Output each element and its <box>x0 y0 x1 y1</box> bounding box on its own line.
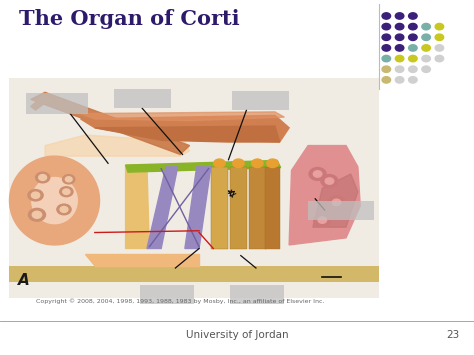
Text: A: A <box>18 273 30 288</box>
Polygon shape <box>126 165 149 248</box>
Circle shape <box>422 45 430 51</box>
Bar <box>9 78 379 298</box>
Polygon shape <box>126 160 281 172</box>
Circle shape <box>395 66 404 72</box>
Text: Copyright © 2008, 2004, 1998, 1993, 1988, 1983 by Mosby, Inc., an affiliate of E: Copyright © 2008, 2004, 1998, 1993, 1988… <box>36 298 324 304</box>
Text: 23: 23 <box>447 331 460 340</box>
Bar <box>211 167 228 248</box>
Circle shape <box>409 66 417 72</box>
Circle shape <box>409 13 417 19</box>
Circle shape <box>422 23 430 30</box>
Bar <box>308 201 374 220</box>
Circle shape <box>309 168 326 180</box>
Circle shape <box>395 55 404 62</box>
Circle shape <box>395 13 404 19</box>
Circle shape <box>422 55 430 62</box>
Circle shape <box>39 175 46 180</box>
Circle shape <box>382 77 391 83</box>
Circle shape <box>65 177 72 182</box>
Circle shape <box>435 34 444 40</box>
Text: The Organ of Corti: The Organ of Corti <box>19 9 239 29</box>
Polygon shape <box>31 92 190 154</box>
Circle shape <box>60 207 68 212</box>
Circle shape <box>318 217 327 223</box>
Polygon shape <box>147 167 178 248</box>
Bar <box>265 167 280 248</box>
Polygon shape <box>32 178 77 224</box>
Circle shape <box>382 55 391 62</box>
Circle shape <box>63 175 75 184</box>
Circle shape <box>325 178 334 184</box>
Bar <box>9 266 379 282</box>
Circle shape <box>395 77 404 83</box>
Circle shape <box>28 208 46 221</box>
Circle shape <box>409 45 417 51</box>
Polygon shape <box>81 112 284 121</box>
Circle shape <box>36 172 50 183</box>
Circle shape <box>328 196 345 209</box>
Circle shape <box>409 55 417 62</box>
Circle shape <box>422 34 430 40</box>
Circle shape <box>422 66 430 72</box>
Polygon shape <box>289 146 360 245</box>
Circle shape <box>63 189 70 195</box>
Bar <box>249 167 266 248</box>
Circle shape <box>382 23 391 30</box>
Circle shape <box>252 159 263 168</box>
Circle shape <box>321 175 338 187</box>
Circle shape <box>395 34 404 40</box>
Polygon shape <box>81 115 289 142</box>
Bar <box>232 91 289 110</box>
Circle shape <box>31 192 40 198</box>
Circle shape <box>32 211 42 218</box>
Circle shape <box>214 159 225 168</box>
Circle shape <box>409 77 417 83</box>
Bar <box>230 167 247 248</box>
Polygon shape <box>9 156 100 245</box>
Polygon shape <box>313 174 358 227</box>
Circle shape <box>435 23 444 30</box>
Circle shape <box>395 23 404 30</box>
Circle shape <box>267 159 278 168</box>
Circle shape <box>395 45 404 51</box>
Circle shape <box>313 171 322 177</box>
Circle shape <box>233 159 244 168</box>
Circle shape <box>28 190 43 201</box>
Polygon shape <box>185 167 211 248</box>
Circle shape <box>60 187 73 197</box>
Circle shape <box>409 23 417 30</box>
Circle shape <box>332 199 341 206</box>
Polygon shape <box>31 96 50 110</box>
Polygon shape <box>95 126 280 142</box>
Circle shape <box>382 34 391 40</box>
Circle shape <box>382 66 391 72</box>
Circle shape <box>57 204 71 215</box>
Text: University of Jordan: University of Jordan <box>186 331 288 340</box>
Bar <box>26 93 88 114</box>
Circle shape <box>409 34 417 40</box>
Bar <box>230 285 284 304</box>
Circle shape <box>382 45 391 51</box>
Polygon shape <box>45 135 190 156</box>
Polygon shape <box>85 254 199 266</box>
Circle shape <box>314 214 331 226</box>
Circle shape <box>435 45 444 51</box>
Bar <box>140 285 194 304</box>
Circle shape <box>435 55 444 62</box>
Circle shape <box>382 13 391 19</box>
Bar <box>114 89 171 108</box>
